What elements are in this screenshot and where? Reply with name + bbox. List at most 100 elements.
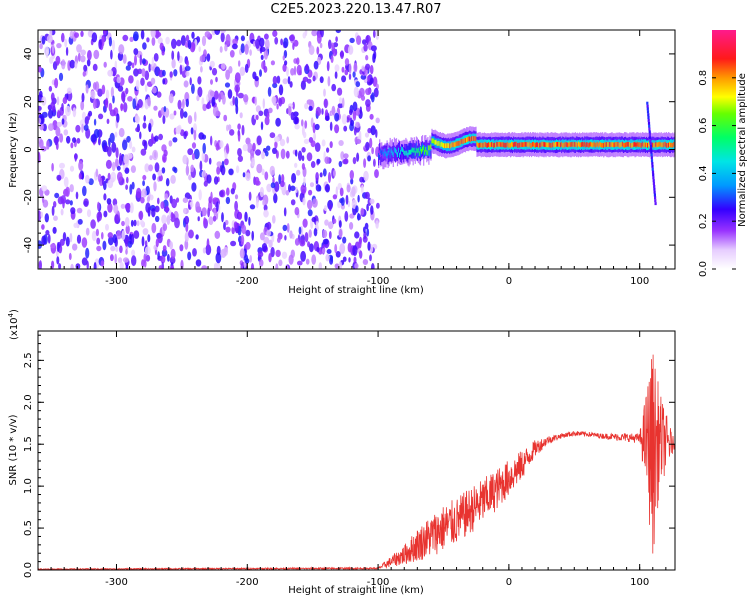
echo-cell — [606, 142, 608, 147]
echo-cell — [449, 143, 451, 149]
noise-cell — [294, 123, 300, 130]
noise-cell — [237, 92, 244, 99]
noise-cell — [321, 248, 326, 254]
noise-cell — [199, 55, 206, 63]
noise-cell — [219, 165, 223, 173]
noise-cell — [282, 63, 287, 72]
noise-cell — [348, 73, 352, 80]
noise-cell — [60, 195, 66, 204]
noise-cell — [225, 196, 231, 205]
echo-cell — [521, 142, 523, 147]
noise-cell — [116, 76, 122, 84]
noise-cell — [248, 191, 252, 201]
noise-cell — [141, 188, 147, 198]
noise-cell — [158, 265, 163, 269]
noise-cell — [277, 237, 281, 243]
echo-cell — [535, 142, 537, 148]
noise-cell — [352, 71, 356, 78]
echo-cell — [631, 142, 633, 148]
echo-cell — [672, 143, 674, 148]
echo-cell — [635, 142, 637, 148]
noise-cell — [237, 123, 241, 130]
noise-cell — [56, 43, 62, 49]
noise-cell — [70, 142, 74, 149]
noise-cell — [139, 54, 142, 66]
noise-cell — [334, 243, 338, 254]
echo-cell — [380, 149, 382, 165]
noise-cell — [349, 109, 353, 116]
noise-cell — [338, 228, 343, 238]
noise-cell — [215, 142, 220, 151]
noise-cell — [41, 195, 45, 204]
noise-cell — [41, 96, 47, 106]
noise-cell — [366, 35, 369, 46]
noise-cell — [62, 96, 68, 105]
noise-cell — [222, 95, 226, 105]
noise-cell — [239, 66, 246, 77]
noise-cell — [353, 126, 357, 136]
noise-cell — [318, 185, 322, 192]
noise-cell — [305, 63, 309, 72]
noise-cell — [154, 135, 159, 142]
noise-cell — [131, 249, 136, 257]
noise-cell — [232, 38, 238, 45]
echo-cell — [548, 142, 550, 148]
noise-cell — [350, 119, 355, 127]
noise-cell — [56, 241, 60, 253]
noise-cell — [306, 78, 312, 84]
noise-cell — [369, 64, 374, 75]
noise-cell — [308, 229, 312, 238]
noise-cell — [356, 35, 362, 45]
noise-cell — [268, 107, 273, 114]
noise-cell — [242, 144, 248, 152]
noise-cell — [155, 238, 159, 248]
echo-cell — [406, 150, 408, 156]
noise-cell — [144, 102, 148, 108]
echo-cell — [495, 142, 497, 148]
noise-cell — [182, 154, 188, 165]
echo-cell — [655, 141, 657, 147]
noise-cell — [88, 178, 94, 186]
wing-cell — [654, 199, 657, 203]
noise-cell — [235, 165, 240, 174]
noise-cell — [252, 142, 256, 152]
noise-cell — [189, 77, 192, 86]
echo-cell — [508, 142, 511, 148]
noise-cell — [122, 54, 127, 64]
noise-cell — [269, 165, 275, 176]
noise-cell — [339, 97, 343, 104]
noise-cell — [213, 262, 218, 269]
spectrogram-xtick-label: 0 — [506, 276, 512, 287]
noise-cell — [360, 184, 364, 194]
noise-cell — [66, 87, 72, 95]
echo-cell — [501, 141, 503, 147]
noise-cell — [195, 234, 199, 240]
noise-cell — [206, 238, 210, 250]
echo-cell — [458, 140, 460, 146]
noise-cell — [59, 162, 65, 169]
snr-scale-label: (x104) — [7, 309, 20, 340]
noise-cell — [201, 134, 207, 140]
noise-cell — [324, 219, 329, 226]
noise-cell — [347, 242, 352, 253]
noise-cell — [345, 194, 349, 205]
echo-cell — [526, 141, 528, 147]
noise-cell — [224, 82, 231, 88]
noise-cell — [314, 123, 320, 131]
echo-cell — [403, 149, 405, 155]
echo-cell — [440, 141, 443, 147]
snr-xlabel: Height of straight line (km) — [288, 585, 424, 596]
wing-cell — [653, 190, 656, 194]
noise-cell — [286, 136, 290, 144]
wing-cell — [653, 187, 656, 191]
noise-cell — [201, 265, 208, 269]
echo-cell — [379, 155, 381, 160]
echo-cell — [565, 141, 567, 147]
noise-cell — [75, 191, 79, 200]
noise-cell — [266, 183, 272, 193]
echo-cell — [593, 141, 595, 147]
noise-cell — [170, 265, 175, 269]
spectrogram-ytick-label: 0 — [23, 146, 34, 152]
noise-cell — [182, 98, 185, 109]
wing-cell — [648, 133, 651, 137]
